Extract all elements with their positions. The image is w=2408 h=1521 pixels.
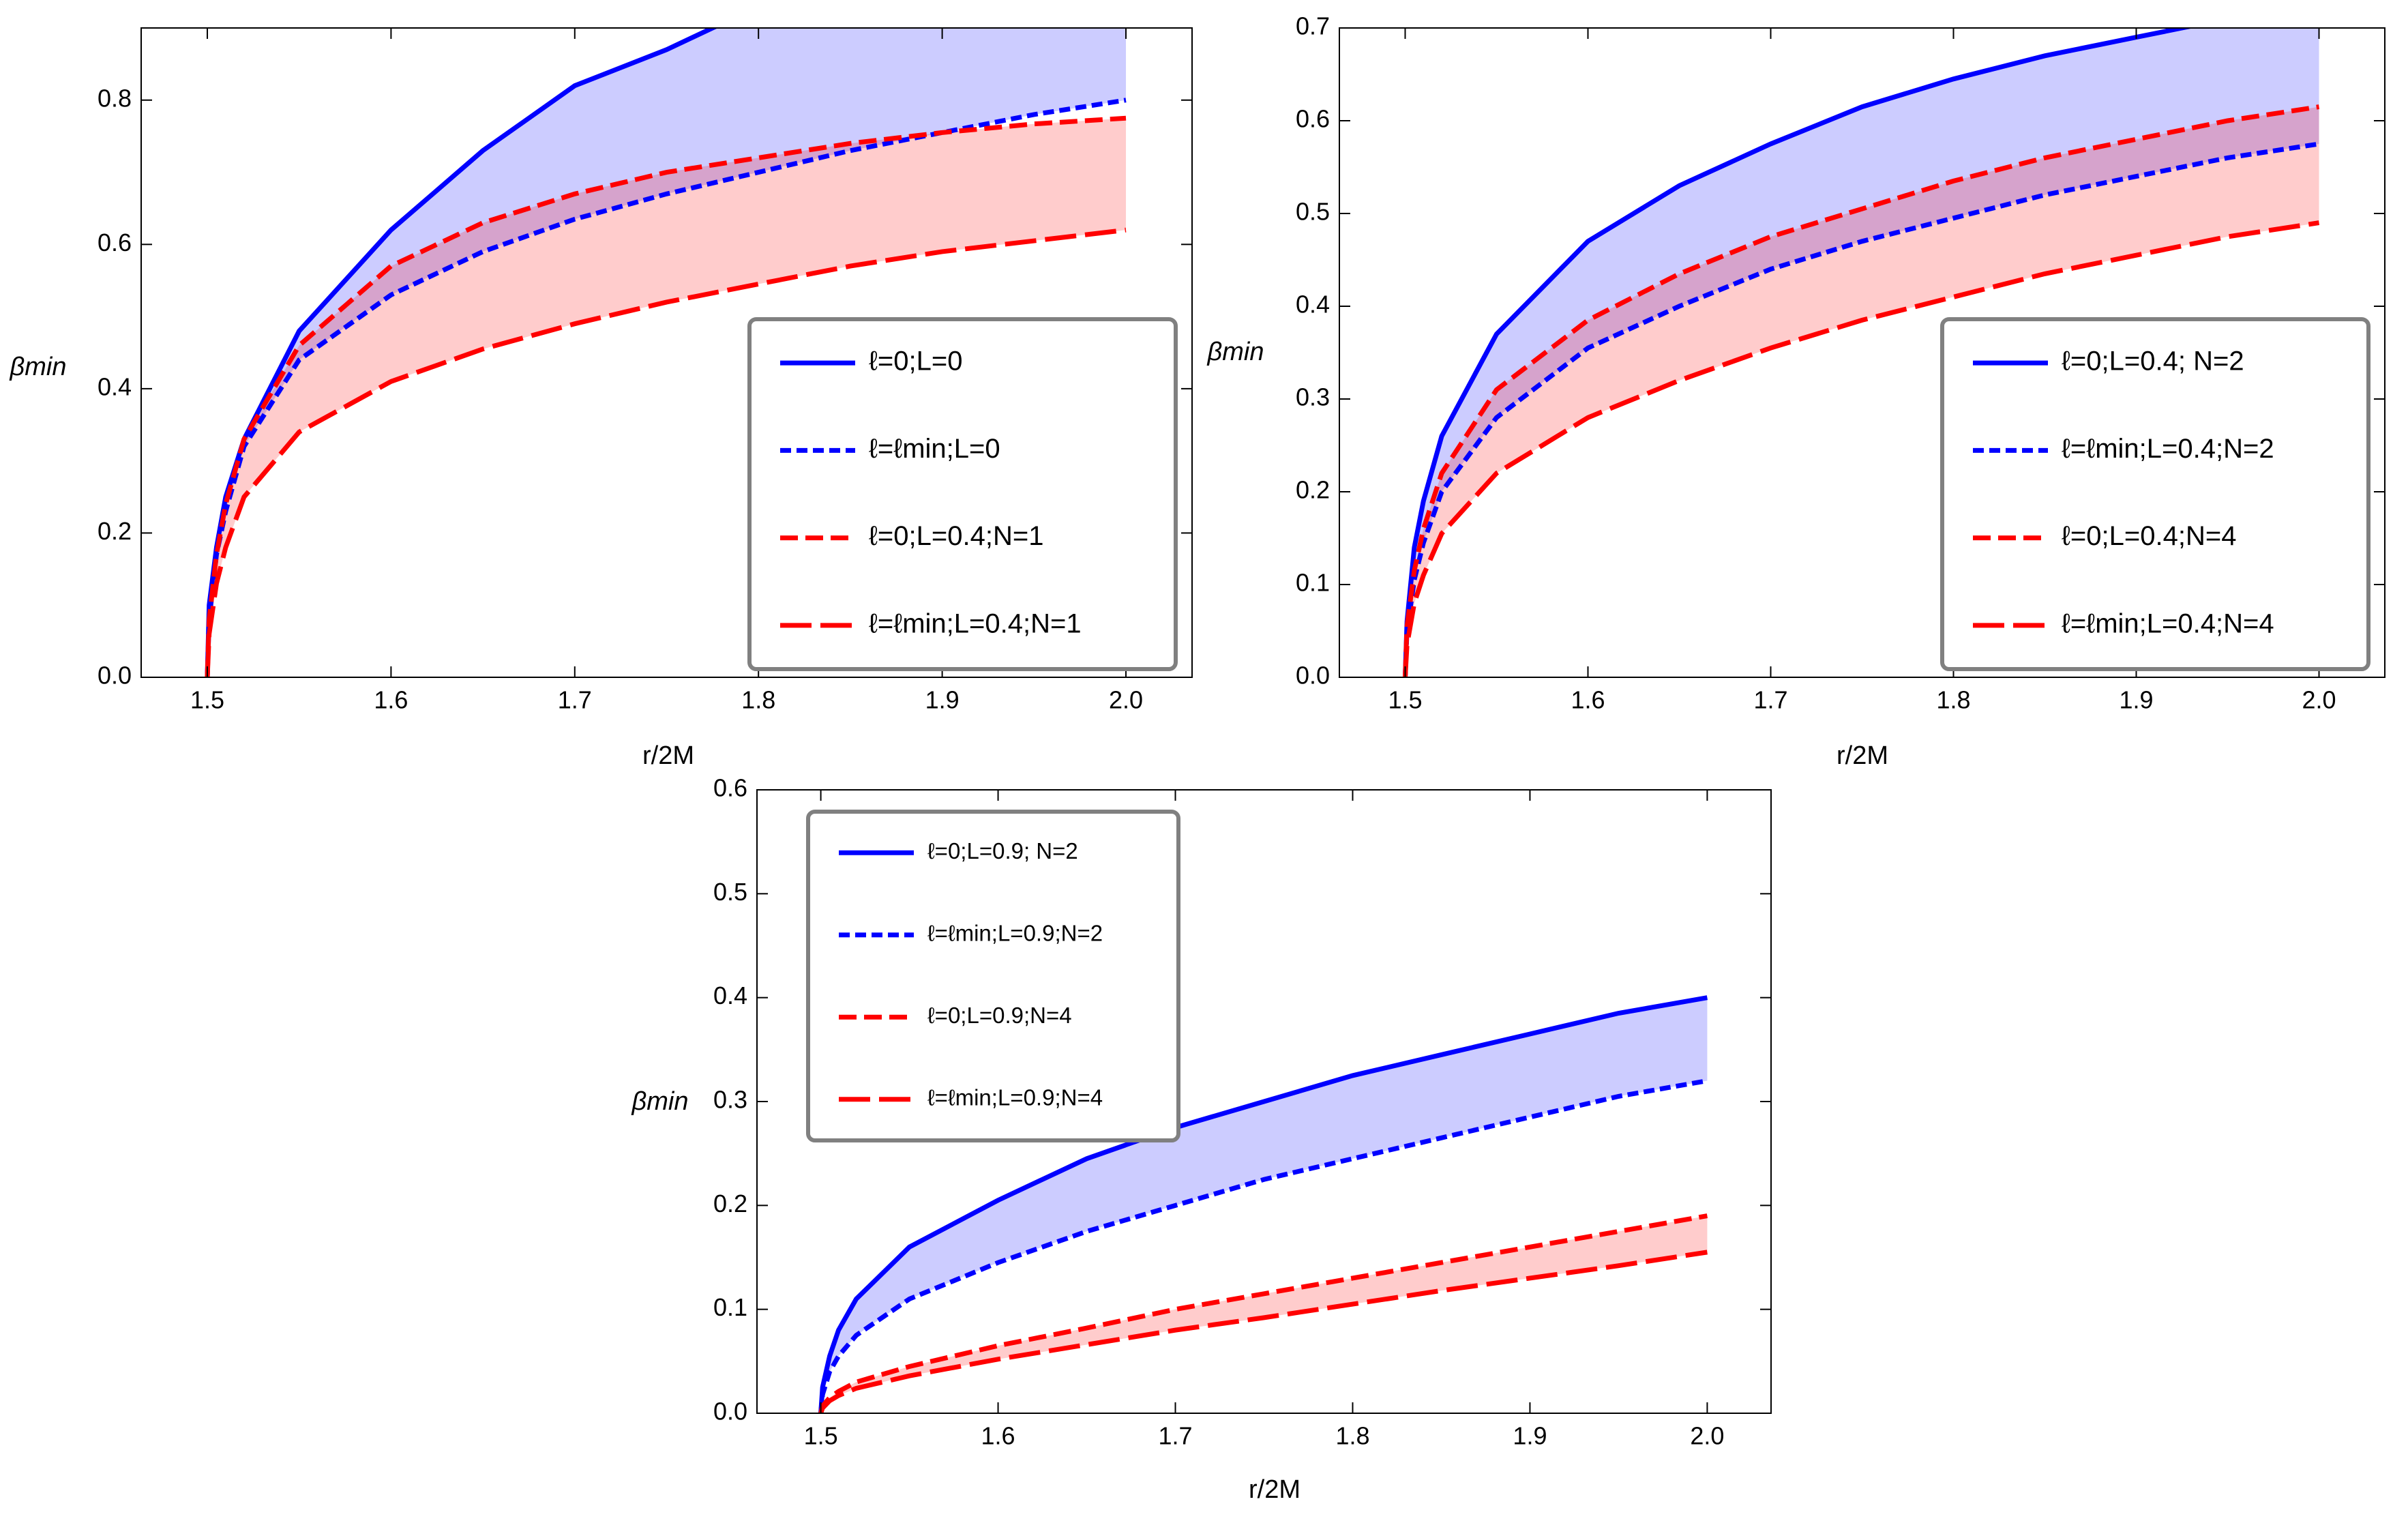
legend-label: ℓ=ℓmin;L=0.9;N=4 bbox=[927, 1084, 1103, 1110]
legend-label: ℓ=0;L=0.4;N=1 bbox=[869, 521, 1043, 551]
series-line bbox=[205, 28, 719, 677]
y-tick-label: 0.8 bbox=[98, 84, 132, 112]
band-fill bbox=[820, 997, 1708, 1413]
y-tick-label: 0.2 bbox=[98, 517, 132, 545]
legend-label: ℓ=0;L=0.4; N=2 bbox=[2062, 346, 2244, 376]
series-line bbox=[818, 1250, 1708, 1413]
plot-frame bbox=[140, 27, 1193, 678]
x-axis-label: r/2M bbox=[642, 741, 694, 770]
y-axis-label: βmin bbox=[10, 353, 67, 381]
y-tick-label: 0.6 bbox=[1296, 105, 1330, 133]
legend-box bbox=[806, 810, 1180, 1142]
y-axis-label: βmin bbox=[631, 1087, 689, 1116]
y-tick-label: 0.0 bbox=[713, 1398, 747, 1426]
series-line bbox=[205, 227, 1127, 677]
x-axis-label: r/2M bbox=[1249, 1475, 1300, 1504]
y-axis-label: βmin bbox=[1207, 338, 1264, 366]
x-tick-label: 2.0 bbox=[2302, 686, 2336, 714]
legend-label: ℓ=0;L=0.4;N=4 bbox=[2062, 521, 2236, 551]
x-tick-label: 2.0 bbox=[1690, 1422, 1724, 1450]
x-tick-label: 1.9 bbox=[925, 686, 960, 714]
y-tick-label: 0.6 bbox=[713, 774, 747, 802]
x-tick-label: 1.8 bbox=[1936, 686, 1970, 714]
legend-label: ℓ=0;L=0 bbox=[869, 346, 963, 376]
legend-label: ℓ=ℓmin;L=0.4;N=2 bbox=[2062, 434, 2274, 464]
x-tick-label: 1.9 bbox=[2119, 686, 2153, 714]
y-tick-label: 0.5 bbox=[713, 878, 747, 906]
x-tick-label: 1.6 bbox=[981, 1422, 1015, 1450]
series-line bbox=[818, 1078, 1708, 1413]
y-tick-label: 0.1 bbox=[713, 1293, 747, 1321]
legend-label: ℓ=ℓmin;L=0.4;N=4 bbox=[2062, 608, 2274, 638]
x-tick-label: 1.5 bbox=[804, 1422, 838, 1450]
legend-label: ℓ=ℓmin;L=0.4;N=1 bbox=[869, 608, 1082, 638]
x-tick-label: 1.7 bbox=[1753, 686, 1787, 714]
y-tick-label: 0.1 bbox=[1296, 569, 1330, 597]
y-tick-label: 0.4 bbox=[98, 372, 132, 400]
x-tick-label: 1.9 bbox=[1513, 1422, 1547, 1450]
y-tick-label: 0.4 bbox=[1296, 291, 1330, 319]
plot-frame bbox=[1339, 27, 2385, 678]
x-tick-label: 1.8 bbox=[741, 686, 775, 714]
y-tick-label: 0.4 bbox=[713, 981, 747, 1009]
y-tick-label: 0.3 bbox=[713, 1086, 747, 1114]
y-tick-label: 0.2 bbox=[1296, 476, 1330, 504]
y-tick-label: 0.7 bbox=[1296, 12, 1330, 40]
legend-box bbox=[747, 317, 1178, 671]
legend-label: ℓ=0;L=0.9;N=4 bbox=[927, 1003, 1072, 1028]
y-tick-label: 0.0 bbox=[1296, 662, 1330, 690]
x-axis-label: r/2M bbox=[1837, 741, 1888, 770]
y-tick-label: 0.0 bbox=[98, 662, 132, 690]
legend-label: ℓ=ℓmin;L=0 bbox=[869, 434, 1000, 464]
y-tick-label: 0.2 bbox=[713, 1190, 747, 1217]
x-tick-label: 1.5 bbox=[190, 686, 224, 714]
y-tick-label: 0.3 bbox=[1296, 383, 1330, 411]
x-tick-label: 1.7 bbox=[558, 686, 592, 714]
plot-area bbox=[1402, 28, 2320, 677]
series-line bbox=[818, 1213, 1708, 1413]
series-line bbox=[1402, 104, 2320, 677]
y-tick-label: 0.6 bbox=[98, 228, 132, 256]
x-tick-label: 1.8 bbox=[1335, 1422, 1369, 1450]
x-tick-label: 1.7 bbox=[1158, 1422, 1192, 1450]
x-tick-label: 1.6 bbox=[374, 686, 408, 714]
y-tick-label: 0.5 bbox=[1296, 198, 1330, 226]
x-tick-label: 1.6 bbox=[1571, 686, 1605, 714]
band-fill bbox=[820, 1215, 1708, 1413]
series-line bbox=[1402, 141, 2320, 677]
plot-area bbox=[205, 28, 1127, 677]
series-line bbox=[818, 995, 1708, 1413]
band-fill bbox=[1405, 28, 2319, 677]
series-line bbox=[1402, 220, 2320, 677]
legend-label: ℓ=0;L=0.9; N=2 bbox=[927, 838, 1078, 863]
series-line bbox=[205, 115, 1127, 677]
band-fill bbox=[1405, 106, 2319, 677]
x-tick-label: 1.5 bbox=[1388, 686, 1422, 714]
legend-box bbox=[1940, 317, 2370, 671]
plot-area bbox=[818, 995, 1708, 1413]
series-line bbox=[1402, 28, 2195, 677]
x-tick-label: 2.0 bbox=[1109, 686, 1143, 714]
legend-label: ℓ=ℓmin;L=0.9;N=2 bbox=[927, 920, 1103, 945]
